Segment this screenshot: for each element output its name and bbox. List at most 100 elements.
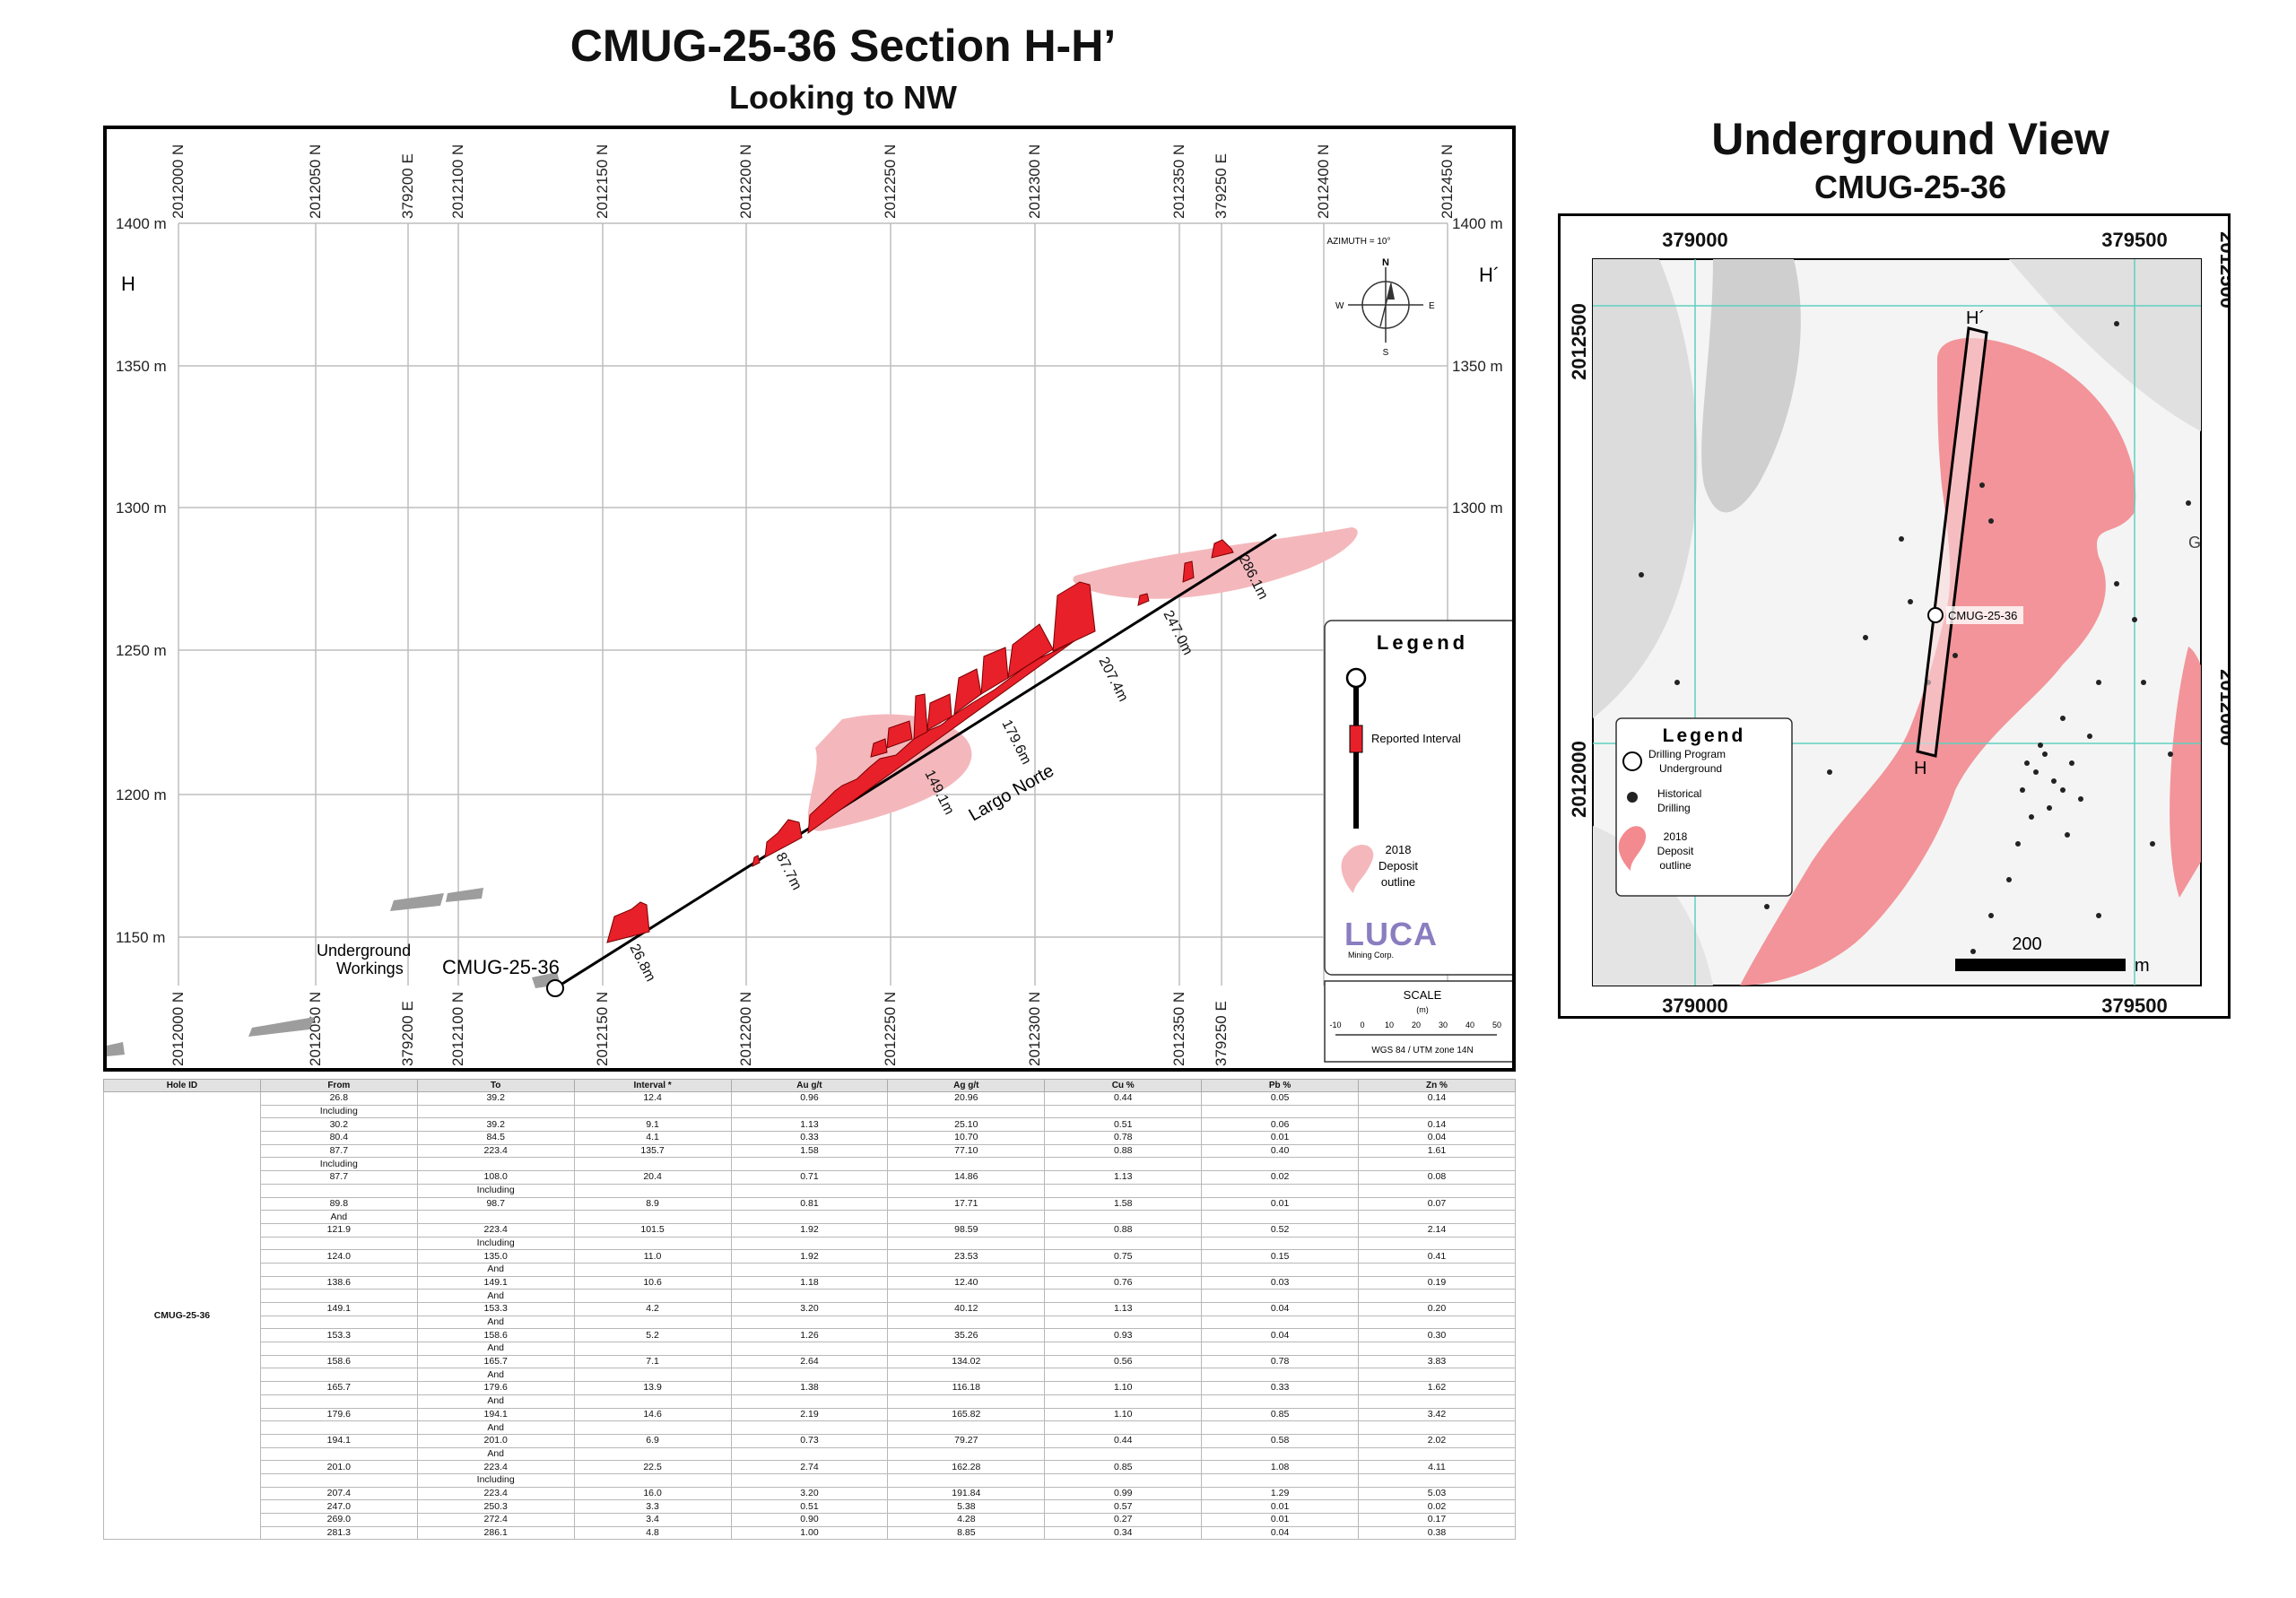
table-cell <box>1044 1446 1203 1462</box>
deposit-legend-icon <box>1341 844 1374 893</box>
table-cell: 191.84 <box>887 1486 1046 1501</box>
table-cell: 101.5 <box>573 1222 732 1238</box>
table-cell <box>1201 1315 1359 1330</box>
table-cell: 0.73 <box>730 1433 889 1448</box>
table-cell: 4.8 <box>573 1525 732 1541</box>
table-cell: 39.2 <box>416 1091 575 1106</box>
table-cell: 124.0 <box>259 1249 418 1264</box>
map-legend: Legend Drilling Program Underground Hist… <box>1615 717 1793 897</box>
svg-text:379500: 379500 <box>2101 229 2167 251</box>
table-cell: 0.71 <box>730 1170 889 1185</box>
table-cell: 0.02 <box>1358 1499 1516 1514</box>
table-cell: 0.01 <box>1201 1196 1359 1212</box>
table-cell <box>1358 1446 1516 1462</box>
table-row: And <box>104 1315 1516 1330</box>
table-cell: 0.14 <box>1358 1117 1516 1133</box>
table-cell: 179.6 <box>416 1381 575 1395</box>
map-g-label: G´ <box>2188 534 2206 551</box>
table-row: Including <box>104 1157 1516 1172</box>
bottom-axis-labels: 2012000 N 2012050 N 379200 E 2012100 N 2… <box>170 992 1230 1066</box>
table-cell: 26.8 <box>259 1091 418 1106</box>
table-cell: 35.26 <box>887 1328 1046 1343</box>
table-cell: 5.2 <box>573 1328 732 1343</box>
svg-text:Historical: Historical <box>1657 787 1701 800</box>
table-cell: 1.58 <box>1044 1196 1203 1212</box>
table-row: Including <box>104 1236 1516 1251</box>
table-cell: 281.3 <box>259 1525 418 1541</box>
table-cell <box>1044 1394 1203 1409</box>
column-header: Interval * <box>573 1079 732 1092</box>
table-cell: 247.0 <box>259 1499 418 1514</box>
table-cell <box>1201 1104 1359 1119</box>
underground-view-panel: CMUG-25-36 H H´ G´ 200 m Legend Drilling… <box>1558 213 2239 1019</box>
table-cell: 0.40 <box>1201 1143 1359 1159</box>
table-cell <box>887 1446 1046 1462</box>
northing-label-top: 2012200 N <box>737 144 754 219</box>
table-cell: 194.1 <box>416 1407 575 1422</box>
northing-label-top: 2012350 N <box>1170 144 1187 219</box>
table-cell: 138.6 <box>259 1275 418 1290</box>
table-cell: 0.06 <box>1201 1117 1359 1133</box>
table-cell: 0.27 <box>1044 1513 1203 1527</box>
table-row: 87.7 108.0 20.4 0.71 14.86 1.13 0.02 0.08 <box>104 1170 1516 1185</box>
table-cell: 135.7 <box>573 1143 732 1159</box>
table-cell: 108.0 <box>416 1170 575 1185</box>
table-cell: 1.10 <box>1044 1381 1203 1395</box>
assay-results-table: Hole ID From To Interval * Au g/t Ag g/t Cu % P… <box>103 1079 1516 1541</box>
legend-title: Legend <box>1377 631 1468 654</box>
depth-label: 207.4m <box>1095 655 1130 704</box>
table-cell <box>730 1394 889 1409</box>
table-cell: 0.05 <box>1201 1091 1359 1106</box>
table-cell: 22.5 <box>573 1460 732 1474</box>
column-header: Au g/t <box>730 1079 889 1092</box>
table-cell <box>887 1157 1046 1172</box>
svg-text:SCALE: SCALE <box>1404 988 1442 1002</box>
northing-label-top: 2012050 N <box>307 144 324 219</box>
table-cell: 23.53 <box>887 1249 1046 1264</box>
luca-logo-subtitle: Mining Corp. <box>1348 951 1394 960</box>
table-cell: 2.14 <box>1358 1222 1516 1238</box>
table-cell: 223.4 <box>416 1222 575 1238</box>
table-cell <box>887 1420 1046 1435</box>
northing-label-bottom: 2012350 N <box>1170 992 1187 1066</box>
table-cell <box>1358 1236 1516 1251</box>
table-cell <box>573 1183 732 1198</box>
table-cell <box>887 1210 1046 1224</box>
table-cell <box>1358 1394 1516 1409</box>
table-cell <box>1044 1472 1203 1488</box>
table-cell: 0.02 <box>1201 1170 1359 1185</box>
northing-label-bottom: 2012100 N <box>449 992 466 1066</box>
table-cell: 1.29 <box>1201 1486 1359 1501</box>
azimuth-label: AZIMUTH = 10° <box>1327 237 1391 247</box>
svg-text:W: W <box>1335 301 1344 311</box>
table-row: 201.0 223.4 22.5 2.74 162.28 0.85 1.08 4.11 <box>104 1460 1516 1474</box>
table-cell <box>259 1446 418 1462</box>
table-cell: 0.15 <box>1201 1249 1359 1264</box>
table-cell <box>730 1342 889 1356</box>
table-cell: 272.4 <box>416 1513 575 1527</box>
table-cell: 0.01 <box>1201 1499 1359 1514</box>
table-cell: 0.85 <box>1044 1460 1203 1474</box>
table-cell: 8.9 <box>573 1196 732 1212</box>
table-cell: 2.64 <box>730 1354 889 1369</box>
table-cell <box>887 1315 1046 1330</box>
table-cell: 250.3 <box>416 1499 575 1514</box>
luca-logo: LUCA <box>1344 916 1438 952</box>
table-cell: And <box>416 1342 575 1356</box>
table-cell <box>573 1368 732 1383</box>
table-cell: 0.38 <box>1358 1525 1516 1541</box>
table-row: CMUG-25-36 26.8 39.2 12.4 0.96 20.96 0.44 0.05 0… <box>103 1090 1516 1541</box>
column-header: Pb % <box>1201 1079 1359 1092</box>
depth-label: 26.8m <box>626 942 657 984</box>
table-cell <box>1358 1210 1516 1224</box>
table-cell <box>1358 1368 1516 1383</box>
svg-text:2012500: 2012500 <box>2216 231 2228 308</box>
map-scale-unit: m <box>2135 956 2150 976</box>
table-row: And <box>104 1394 1516 1409</box>
table-cell <box>259 1315 418 1330</box>
table-cell: 153.3 <box>259 1328 418 1343</box>
table-cell: 0.52 <box>1201 1222 1359 1238</box>
elevation-label-left: 1400 m <box>116 215 167 232</box>
table-cell <box>259 1342 418 1356</box>
table-cell: 121.9 <box>259 1222 418 1238</box>
